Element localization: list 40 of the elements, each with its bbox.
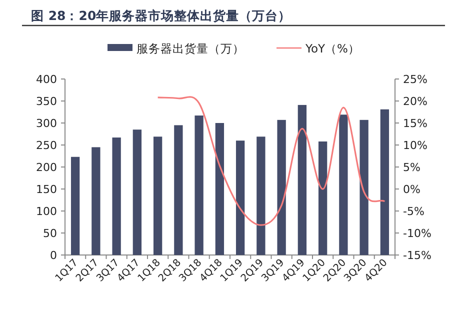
y-tick-label: 300	[36, 117, 57, 130]
bar	[153, 136, 162, 255]
legend-label: YoY（%）	[304, 42, 360, 56]
y-tick-label: 50	[43, 227, 57, 240]
y2-tick-label: -10%	[403, 227, 432, 240]
bar	[194, 116, 204, 255]
bar	[132, 130, 142, 255]
y-tick-label: 350	[36, 95, 57, 108]
bar	[92, 147, 100, 255]
bar	[277, 120, 286, 255]
bar	[112, 138, 121, 255]
bar	[70, 156, 80, 255]
bar	[298, 104, 307, 255]
y2-tick-label: 10%	[403, 139, 428, 152]
bar	[360, 120, 368, 255]
y2-tick-label: 15%	[403, 117, 428, 130]
y-tick-label: 200	[36, 161, 57, 174]
y2-tick-label: -15%	[403, 249, 432, 262]
legend-item: 服务器出货量（万）	[108, 42, 244, 56]
y-tick-label: 0	[50, 249, 57, 262]
chart-title: 图 28：20年服务器市场整体出货量（万台）	[31, 8, 292, 23]
bar	[174, 125, 183, 255]
y-tick-label: 400	[36, 73, 57, 86]
y2-tick-label: 25%	[403, 73, 428, 86]
y2-tick-label: 5%	[403, 161, 420, 174]
bar	[318, 141, 328, 255]
bar	[256, 136, 266, 255]
legend-label: 服务器出货量（万）	[136, 42, 244, 56]
bar	[339, 114, 348, 255]
bar	[380, 109, 390, 255]
y-tick-label: 100	[36, 205, 57, 218]
bar	[236, 140, 245, 255]
y2-tick-label: 0%	[403, 183, 420, 196]
y2-tick-label: -5%	[403, 205, 424, 218]
line-series	[157, 96, 386, 226]
y2-tick-label: 20%	[403, 95, 428, 108]
y-tick-label: 250	[36, 139, 57, 152]
y-tick-label: 150	[36, 183, 57, 196]
legend-item: YoY（%）	[276, 42, 360, 56]
bar	[215, 123, 224, 255]
